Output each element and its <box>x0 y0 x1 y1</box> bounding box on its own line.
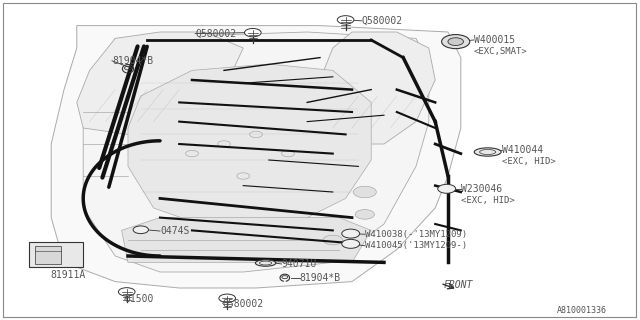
Text: <EXC, HID>: <EXC, HID> <box>502 157 556 166</box>
Text: W410044: W410044 <box>502 145 543 156</box>
Text: 81500: 81500 <box>125 294 154 304</box>
Circle shape <box>342 229 360 238</box>
Polygon shape <box>83 32 429 272</box>
Circle shape <box>438 184 456 193</box>
Text: Q580002: Q580002 <box>223 298 264 308</box>
Polygon shape <box>51 26 461 288</box>
Text: W410045('13MY1209-): W410045('13MY1209-) <box>365 241 467 250</box>
Circle shape <box>133 226 148 234</box>
Polygon shape <box>128 64 371 230</box>
Circle shape <box>342 239 360 248</box>
Polygon shape <box>320 32 435 144</box>
Text: W400015: W400015 <box>474 35 515 45</box>
Text: 0474S: 0474S <box>160 226 189 236</box>
Circle shape <box>448 38 463 45</box>
Text: 94071U: 94071U <box>282 259 317 269</box>
Text: <EXC,SMAT>: <EXC,SMAT> <box>474 47 527 56</box>
Circle shape <box>353 186 376 198</box>
Circle shape <box>355 210 374 219</box>
Circle shape <box>442 35 470 49</box>
Circle shape <box>337 16 354 24</box>
Polygon shape <box>122 218 371 262</box>
Text: <EXC, HID>: <EXC, HID> <box>461 196 515 205</box>
Circle shape <box>118 288 135 296</box>
Circle shape <box>219 294 236 302</box>
Text: W230046: W230046 <box>461 184 502 194</box>
Text: 81904*B: 81904*B <box>300 273 340 283</box>
Bar <box>29 242 83 267</box>
Polygon shape <box>77 32 243 134</box>
Bar <box>35 246 61 264</box>
Ellipse shape <box>474 148 501 156</box>
Text: 81904*B: 81904*B <box>112 56 153 66</box>
Circle shape <box>323 235 342 245</box>
Text: 81911A: 81911A <box>50 269 85 280</box>
Text: A810001336: A810001336 <box>557 306 607 315</box>
Ellipse shape <box>255 260 276 266</box>
Text: FRONT: FRONT <box>444 280 473 290</box>
Text: Q580002: Q580002 <box>195 28 236 39</box>
Circle shape <box>244 28 261 37</box>
Text: W410038(-'13MY1209): W410038(-'13MY1209) <box>365 230 467 239</box>
Text: Q580002: Q580002 <box>362 16 403 26</box>
